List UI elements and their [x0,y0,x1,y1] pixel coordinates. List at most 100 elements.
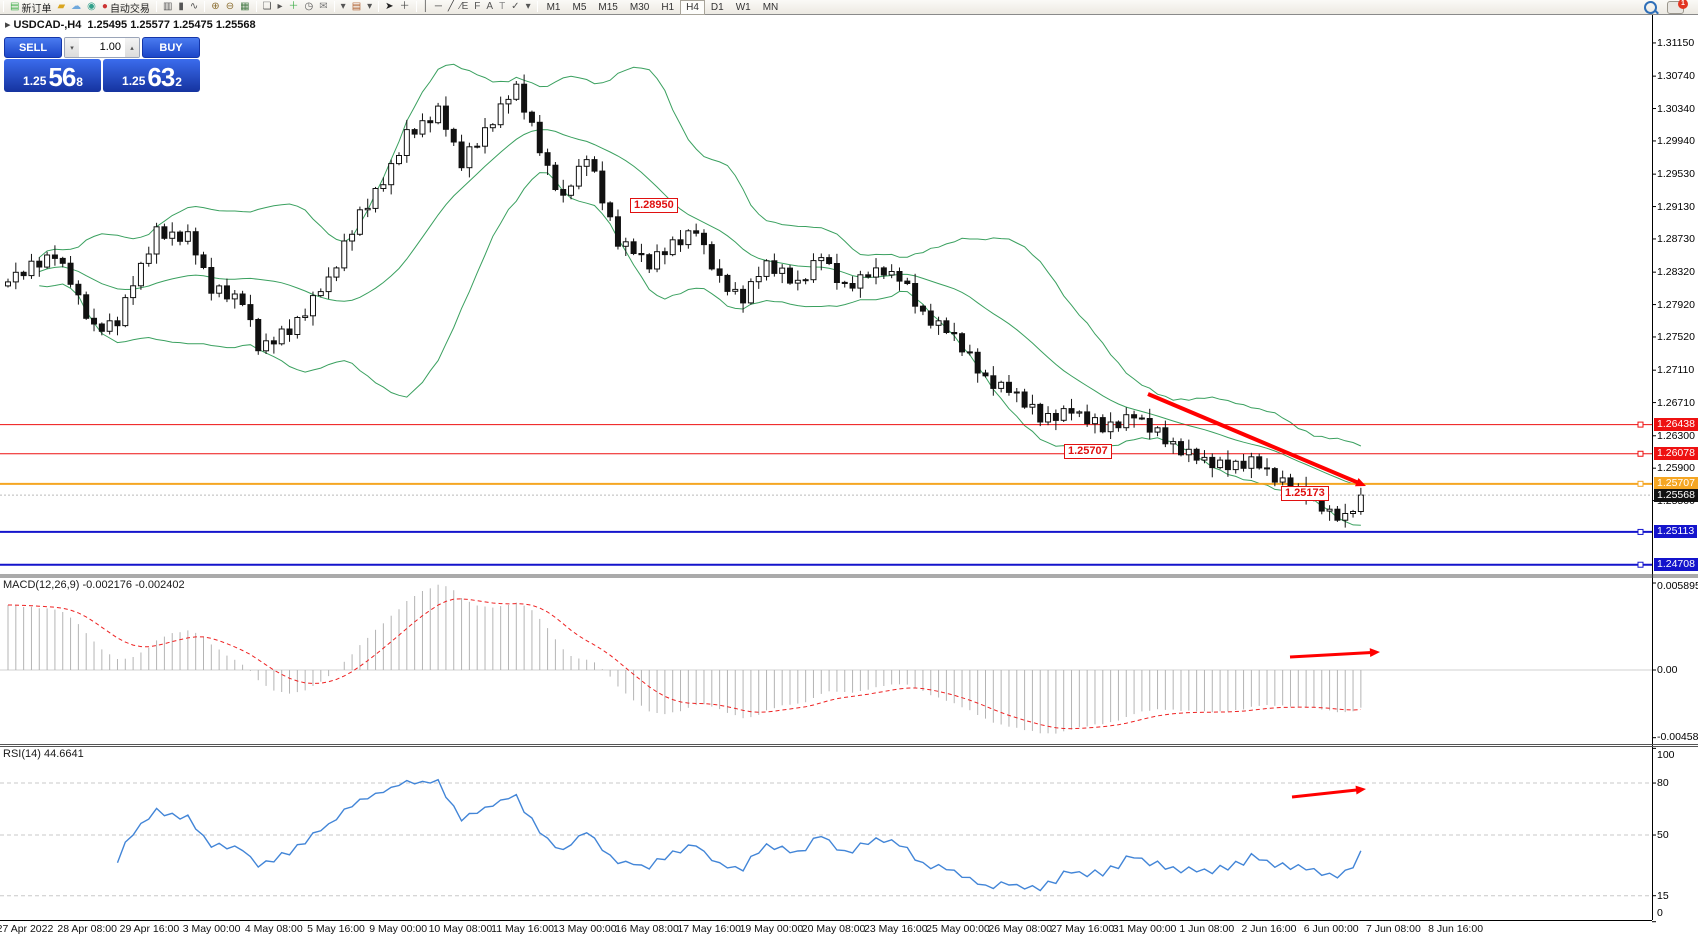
timeframe-m5[interactable]: M5 [572,1,587,13]
candle-body[interactable] [1045,413,1052,423]
candle-body[interactable] [1170,441,1177,445]
candle-body[interactable] [591,159,598,172]
candle-body[interactable] [153,226,160,255]
candle-body[interactable] [1240,460,1247,469]
candle-body[interactable] [951,332,958,335]
trendline-icon[interactable]: ╱ [445,1,457,14]
fibonacci-icon[interactable]: F [471,1,483,14]
step-forward-icon[interactable]: ▸ [275,1,286,14]
candle-body[interactable] [521,83,528,113]
line-chart-type-icon[interactable]: ∿ [187,1,201,14]
candle-body[interactable] [372,188,379,209]
candle-body[interactable] [513,83,520,100]
candle-body[interactable] [294,317,301,335]
crosshair-icon[interactable]: ＋ [397,1,413,14]
candle-body[interactable] [1107,421,1114,433]
candle-body[interactable] [740,288,747,304]
candle-body[interactable] [966,351,973,354]
new-chart-icon[interactable]: ＋ [286,1,302,14]
candle-body[interactable] [943,320,950,333]
profiles-dropdown-icon[interactable]: ▾ [364,1,375,14]
timeframe-w1[interactable]: W1 [735,1,751,13]
candle-body[interactable] [28,260,35,277]
timeframe-h1[interactable]: H1 [661,1,675,13]
candle-body[interactable] [1084,411,1091,425]
zoom-in-icon[interactable]: ⊕ [208,1,222,14]
candle-body[interactable] [818,257,825,262]
candle-body[interactable] [802,279,809,282]
candle-body[interactable] [857,274,864,289]
candle-body[interactable] [1256,456,1263,469]
candle-body[interactable] [380,184,387,189]
candle-body[interactable] [122,297,129,327]
sell-button[interactable]: SELL [4,37,62,58]
candle-body[interactable] [1068,408,1075,414]
bollinger-upper-band[interactable] [38,63,1362,447]
tile-windows-icon[interactable]: ▦ [237,1,252,14]
candle-body[interactable] [927,310,934,326]
candle-body[interactable] [51,254,58,259]
candle-body[interactable] [137,262,144,287]
candle-body[interactable] [1005,381,1012,393]
candle-body[interactable] [1334,508,1341,521]
candle-body[interactable] [794,279,801,284]
candle-body[interactable] [145,253,152,264]
deposit-gold-icon[interactable]: ▰ [54,1,68,14]
candle-body[interactable] [223,285,230,300]
candle-body[interactable] [419,120,426,135]
candle-body[interactable] [489,124,496,129]
candle-body[interactable] [1193,448,1200,461]
candle-body[interactable] [231,293,238,300]
candle-body[interactable] [771,260,778,274]
candle-body[interactable] [427,120,434,124]
candle-body[interactable] [677,239,684,246]
candle-body[interactable] [622,241,629,247]
price-annotation[interactable]: 1.25707 [1064,444,1112,459]
candle-body[interactable] [270,340,277,345]
candle-body[interactable] [75,283,82,296]
cascade-windows-icon[interactable]: ❏ [260,1,275,14]
candle-body[interactable] [528,111,535,123]
candle-body[interactable] [239,293,246,305]
candlestick-type-icon[interactable]: ▮ [175,1,187,14]
candle-body[interactable] [497,103,504,126]
candle-body[interactable] [1123,414,1130,429]
volume-input[interactable]: 1.00 [99,41,121,53]
candle-body[interactable] [20,271,27,277]
line-handle[interactable] [1637,528,1644,535]
candle-body[interactable] [724,274,731,292]
timeframe-mn[interactable]: MN [762,1,779,13]
candle-body[interactable] [1326,508,1333,512]
zoom-out-icon[interactable]: ⊖ [223,1,237,14]
candle-body[interactable] [716,268,723,276]
profile-charts-icon[interactable]: ▤ [349,1,364,14]
candle-body[interactable] [466,146,473,169]
timeframe-m1[interactable]: M1 [546,1,561,13]
candle-body[interactable] [325,276,332,293]
candle-body[interactable] [247,304,254,321]
candle-body[interactable] [12,271,19,283]
candle-body[interactable] [263,340,270,352]
line-handle[interactable] [1637,450,1644,457]
candle-body[interactable] [654,251,661,270]
candle-body[interactable] [309,295,316,317]
candle-body[interactable] [614,216,621,247]
candle-body[interactable] [685,230,692,246]
templates-icon[interactable]: ✉ [316,1,330,14]
candle-body[interactable] [356,209,363,235]
candle-body[interactable] [1178,441,1184,456]
candle-body[interactable] [396,155,402,165]
candle-body[interactable] [200,254,207,268]
candle-body[interactable] [1248,456,1255,469]
candle-body[interactable] [990,375,997,389]
cursor-icon[interactable]: ➤ [382,1,396,14]
candle-body[interactable] [763,260,770,277]
candle-body[interactable] [1115,421,1122,429]
candle-body[interactable] [708,244,715,270]
arrows-icon[interactable]: ✓ [508,1,522,14]
candle-body[interactable] [865,274,872,278]
timeframe-d1[interactable]: D1 [710,1,724,13]
candle-body[interactable] [5,281,11,287]
candle-body[interactable] [482,127,489,147]
candle-body[interactable] [1357,494,1364,513]
